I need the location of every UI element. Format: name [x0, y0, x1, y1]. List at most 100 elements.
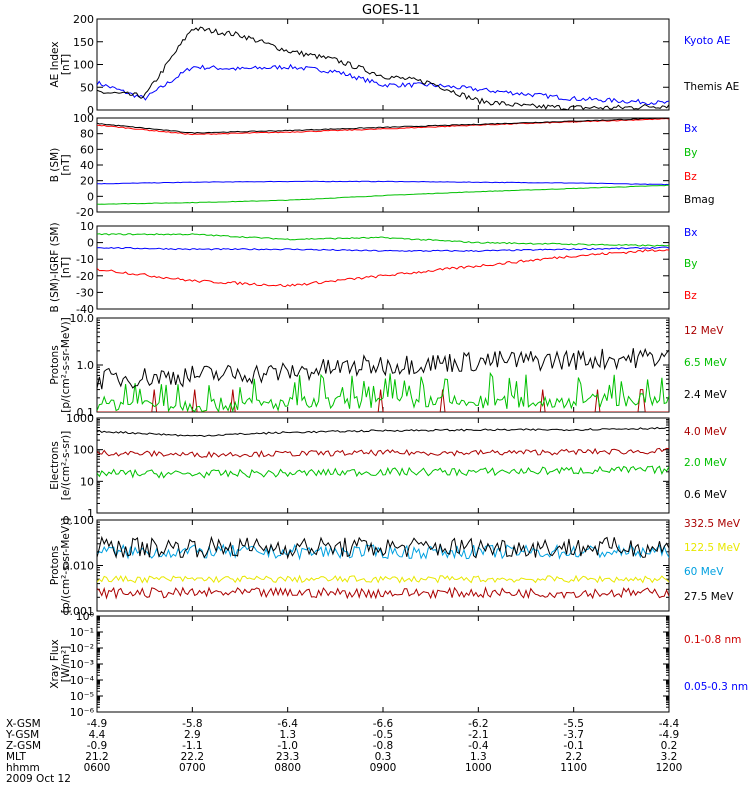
x-row-value: -0.5 [373, 729, 394, 741]
x-row-value: 0700 [179, 762, 206, 774]
x-row-label: Z-GSM [6, 740, 41, 752]
x-row-value: -0.8 [373, 740, 394, 752]
legend-label: Kyoto AE [684, 35, 730, 47]
x-row-value: -1.1 [182, 740, 203, 752]
y-tick-label: 10⁰ [76, 610, 95, 623]
y-tick-label: 10.0 [70, 312, 95, 325]
x-row-value: 1100 [560, 762, 587, 774]
y-tick-label: 200 [73, 13, 94, 26]
legend-label: By [684, 258, 697, 270]
panel-frame [96, 18, 670, 111]
series-line [97, 118, 669, 136]
series-line [97, 426, 669, 438]
y-tick-label: 10⁻⁶ [70, 706, 95, 719]
x-row-value: 1.3 [470, 751, 487, 763]
series-line [97, 248, 669, 288]
series-line [97, 63, 669, 106]
x-row-value: 0.2 [661, 740, 678, 752]
y-tick-label: 0.1 [77, 406, 95, 419]
x-row-value: 0800 [274, 762, 301, 774]
legend-label: Bz [684, 290, 697, 302]
x-row-value: -2.1 [468, 729, 489, 741]
series-line [97, 347, 669, 390]
y-tick-label: 40 [80, 159, 94, 172]
x-row-value: -6.4 [277, 718, 298, 730]
panel-frame [96, 519, 670, 612]
series-line [97, 574, 669, 584]
series-group [97, 118, 669, 205]
x-row-label: MLT [6, 751, 26, 763]
y-tick-label: 0 [87, 190, 94, 203]
x-axis-table: X-GSM -4.9 -5.8 -6.4 -6.6 -6.2 -5.5 -4.4 Y-GSM 4.… [5, 718, 682, 785]
y-tick-label: 10⁻³ [70, 658, 94, 671]
x-row-value: 0.3 [375, 751, 392, 763]
x-row-value: -6.2 [468, 718, 489, 730]
x-row-value: 2.9 [184, 729, 201, 741]
legend-label: 12 MeV [684, 325, 724, 337]
x-row-value: 1200 [656, 762, 683, 774]
panel-5: 1 10 100 1000 Electrons[e/(cm²-s-sr)] 4.0 MeV… [49, 412, 728, 520]
x-row-label: hhmm [6, 762, 40, 774]
series-line [97, 465, 669, 479]
y-axis-label: Protons[p/(cm²-s-sr-MeV)] [49, 518, 72, 613]
plot-title: GOES-11 [362, 3, 420, 18]
x-row-value: -6.6 [373, 718, 394, 730]
series-line [97, 543, 669, 561]
y-tick-label: 10⁻⁴ [70, 674, 95, 687]
series-line [97, 586, 669, 600]
y-tick-label: 1.0 [77, 359, 95, 372]
date-label: 2009 Oct 12 [6, 773, 71, 785]
legend-label: Bz [684, 171, 697, 183]
series-group [97, 426, 669, 479]
legend-label: 60 MeV [684, 566, 724, 578]
x-row-value: -5.8 [182, 718, 203, 730]
x-row-value: 2.2 [565, 751, 582, 763]
x-row-value: -0.1 [563, 740, 584, 752]
series-line [97, 246, 669, 253]
panel-7: 10⁻⁶ 10⁻⁵ 10⁻⁴ 10⁻³ 10⁻² 10⁻¹ 10⁰ Xray Flux[W/m… [49, 610, 748, 719]
y-axis-label: AE Index[nT] [49, 41, 72, 87]
legend-label: Bmag [684, 194, 715, 206]
series-line [97, 180, 669, 186]
series-group [97, 535, 669, 600]
y-tick-label: 0.100 [63, 514, 95, 527]
x-row-label: X-GSM [6, 718, 41, 730]
series-group [97, 26, 669, 110]
x-row-value: -1.0 [277, 740, 298, 752]
y-tick-label: -20 [76, 270, 94, 283]
legend-label: 122.5 MeV [684, 542, 741, 554]
x-row-value: 1.3 [279, 729, 296, 741]
legend-label: 4.0 MeV [684, 426, 728, 438]
x-row-value: -4.9 [659, 729, 680, 741]
x-row-value: -0.9 [87, 740, 108, 752]
x-row-value: 4.4 [89, 729, 106, 741]
series-group [97, 347, 669, 412]
series-line [97, 447, 669, 459]
y-axis-label: Electrons[e/(cm²-s-sr)] [49, 431, 72, 500]
panel-frame [96, 417, 670, 514]
y-tick-label: -10 [76, 253, 94, 266]
x-row-value: 23.3 [276, 751, 299, 763]
y-tick-label: 10 [80, 475, 94, 488]
series-line [97, 535, 669, 560]
x-row-value: 22.2 [181, 751, 204, 763]
y-tick-label: 0.001 [63, 605, 95, 618]
y-tick-label: -40 [76, 303, 94, 316]
panel-frame [96, 225, 670, 310]
panel-2: -20 0 20 40 60 80 100 B (SM)[nT] Bx By Bz Bmag [49, 112, 715, 219]
legend-label: Themis AE [683, 81, 739, 93]
y-tick-label: 60 [80, 143, 94, 156]
y-tick-label: -20 [76, 206, 94, 219]
y-tick-label: 10⁻⁵ [70, 690, 94, 703]
x-row-value: 0900 [370, 762, 397, 774]
series-line [97, 371, 669, 412]
y-axis-label: Protons[p/(cm²-s-sr-MeV)] [49, 317, 72, 412]
series-line [97, 118, 669, 134]
y-axis-label: Xray Flux[W/m²] [49, 639, 72, 688]
y-tick-label: 0 [87, 104, 94, 117]
y-tick-label: 10 [80, 220, 94, 233]
series-line [97, 184, 669, 205]
y-tick-label: -30 [76, 286, 94, 299]
